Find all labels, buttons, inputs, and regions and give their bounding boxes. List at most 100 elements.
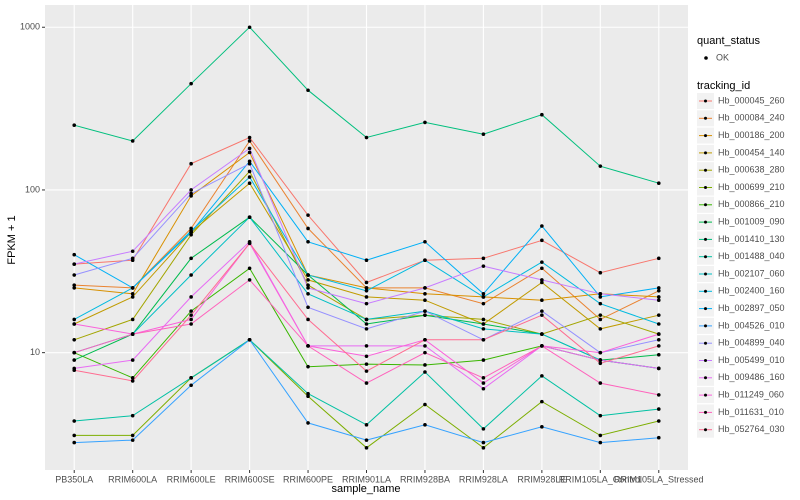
x-tick-label: RRIM600SE (225, 474, 275, 484)
data-point (540, 112, 544, 117)
data-point (481, 446, 486, 450)
legend-title: tracking_id (697, 80, 750, 92)
data-point (598, 270, 603, 275)
data-point (306, 364, 310, 369)
data-point (189, 161, 193, 166)
data-point (306, 421, 310, 425)
data-point (189, 233, 193, 237)
data-point (656, 322, 661, 326)
data-point (656, 419, 661, 423)
data-point (72, 283, 77, 287)
data-point (481, 358, 486, 362)
data-point (130, 413, 135, 418)
data-point (189, 383, 193, 388)
data-point (540, 399, 544, 404)
y-tick-label: 100 (25, 184, 40, 194)
data-point (364, 280, 369, 285)
data-point (364, 258, 369, 263)
data-point (423, 350, 427, 355)
data-point (130, 249, 135, 254)
data-point (423, 298, 427, 303)
data-point (481, 381, 486, 385)
data-point (598, 291, 603, 296)
data-point (247, 146, 252, 151)
data-point (247, 169, 252, 174)
data-point (130, 376, 135, 380)
data-point (598, 313, 603, 317)
data-point (364, 369, 369, 373)
data-point (598, 164, 603, 168)
data-point (481, 427, 486, 431)
data-point (656, 344, 661, 348)
data-point (247, 278, 252, 282)
legend-key (704, 376, 707, 380)
x-tick-label: RRIM901LA (342, 474, 391, 484)
data-point (598, 301, 603, 306)
data-point (540, 224, 544, 228)
y-axis-title: FPKM + 1 (6, 215, 18, 264)
x-tick-label: RRIM928BA (400, 474, 450, 484)
data-point (72, 358, 77, 362)
data-point (598, 433, 603, 438)
data-point (72, 368, 77, 373)
data-point (540, 266, 544, 271)
legend-label: Hb_011631_010 (718, 407, 784, 417)
legend-key (704, 307, 707, 311)
data-point (189, 322, 193, 326)
data-point (189, 226, 193, 231)
data-point (540, 280, 544, 285)
legend-label: OK (716, 52, 729, 62)
data-point (72, 273, 77, 277)
data-point (423, 309, 427, 313)
data-point (189, 313, 193, 317)
data-point (72, 123, 77, 128)
data-point (130, 358, 135, 362)
data-point (423, 337, 427, 342)
data-point (364, 135, 369, 140)
data-point (481, 322, 486, 326)
data-point (364, 301, 369, 306)
data-point (656, 288, 661, 293)
data-point (481, 132, 486, 137)
data-point (481, 376, 486, 380)
legend-key (704, 99, 707, 103)
legend-label: Hb_000699_210 (718, 182, 785, 192)
legend-label: Hb_002400_160 (718, 286, 785, 296)
data-point (72, 317, 77, 322)
data-point (247, 337, 252, 342)
data-point (656, 295, 661, 299)
data-point (364, 423, 369, 427)
x-tick-label: RRIM105LA_Control (559, 474, 642, 484)
data-point (306, 391, 310, 396)
legend-label: Hb_004899_040 (718, 338, 785, 348)
x-tick-label: RRIM600PE (283, 474, 333, 484)
data-point (423, 240, 427, 244)
data-point (540, 238, 544, 243)
data-point (540, 344, 544, 348)
data-point (189, 230, 193, 234)
data-point (72, 419, 77, 423)
data-point (540, 374, 544, 378)
data-point (656, 256, 661, 261)
data-point (598, 295, 603, 299)
data-point (306, 305, 310, 310)
legend-key (704, 289, 707, 293)
x-axis-title: sample_name (331, 483, 400, 495)
data-point (656, 407, 661, 411)
x-tick-label: RRIM600LE (167, 474, 216, 484)
data-point (423, 120, 427, 125)
data-point (130, 433, 135, 438)
data-point (598, 350, 603, 355)
data-point (130, 286, 135, 290)
data-point (364, 446, 369, 450)
data-point (364, 295, 369, 299)
data-point (72, 350, 77, 355)
data-point (364, 362, 369, 366)
data-point (540, 260, 544, 264)
data-point (130, 295, 135, 299)
data-point (130, 438, 135, 442)
legend-key (704, 134, 707, 138)
data-point (306, 317, 310, 322)
legend-key (704, 116, 707, 120)
